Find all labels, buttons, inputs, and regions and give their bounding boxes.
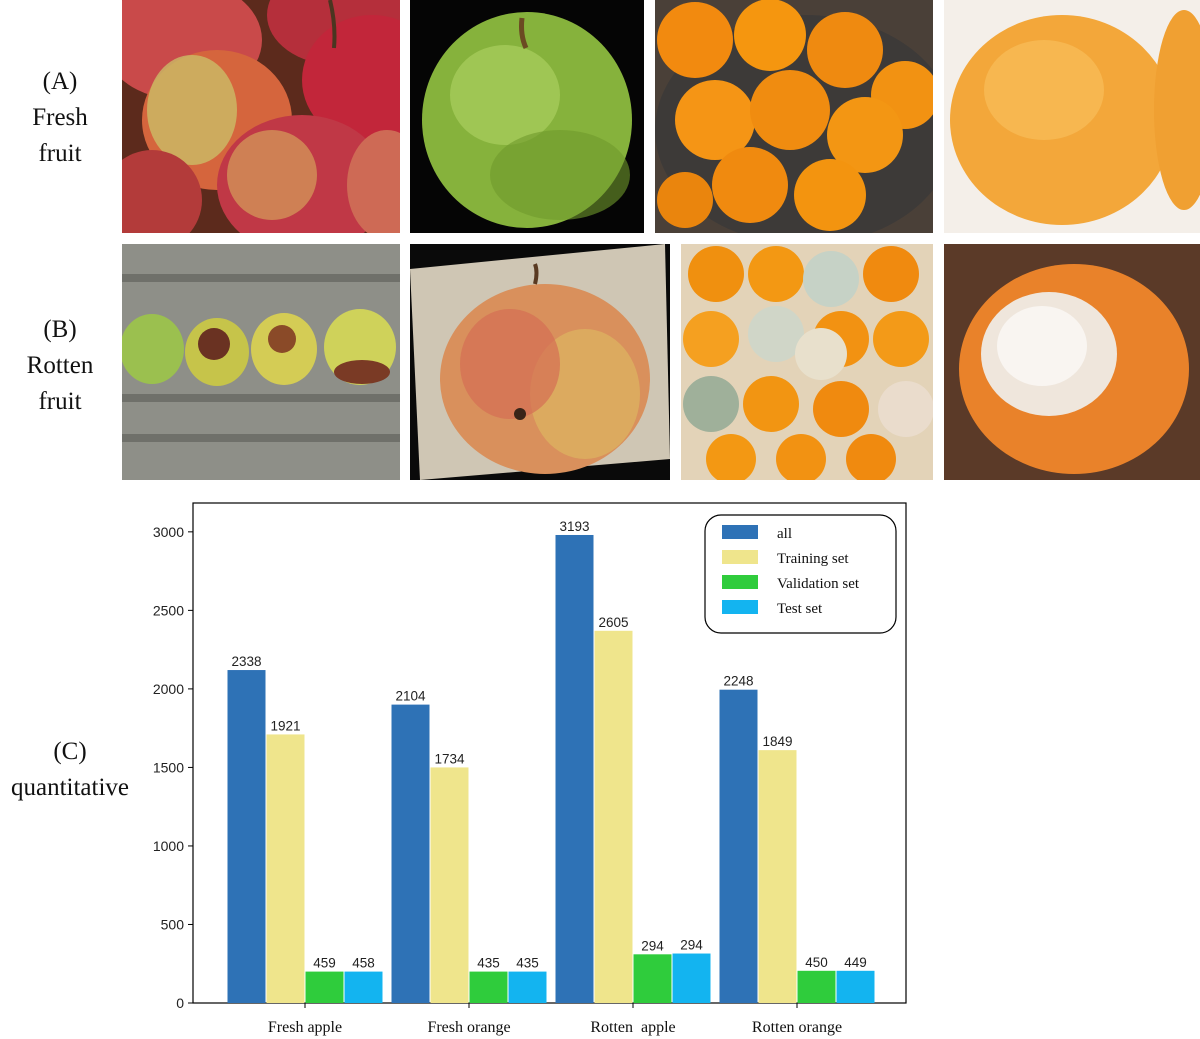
- y-tick-label: 0: [176, 995, 184, 1011]
- fresh-label-line3: fruit: [38, 140, 82, 167]
- legend-swatch: [722, 550, 758, 564]
- bar-training-set: [430, 767, 469, 1003]
- data-label: 1734: [434, 751, 465, 766]
- legend: all Training set Validation set Test set: [704, 514, 897, 634]
- bar-training-set: [594, 630, 633, 1003]
- bar-validation-set: [469, 971, 508, 1003]
- data-label: 1921: [270, 718, 300, 733]
- x-category-label: Fresh orange: [427, 1019, 510, 1036]
- bar-test-set: [672, 953, 711, 1003]
- quantitative-label: (C) quantitative: [0, 734, 140, 806]
- bar-validation-set: [305, 971, 344, 1003]
- fresh-oranges-basket-photo: [655, 0, 933, 233]
- x-category-label: Rotten apple: [590, 1019, 675, 1036]
- bar-all: [391, 704, 430, 1003]
- data-label: 449: [844, 955, 867, 970]
- fresh-green-apple-photo: [410, 0, 644, 233]
- legend-label: Validation set: [777, 576, 860, 592]
- x-category-label: Fresh apple: [268, 1019, 342, 1036]
- rotten-label-line3: fruit: [38, 388, 82, 415]
- y-tick-label: 2500: [153, 602, 184, 618]
- bar-test-set: [344, 971, 383, 1003]
- data-label: 2338: [231, 654, 261, 669]
- data-label: 294: [641, 938, 664, 953]
- bar-training-set: [758, 750, 797, 1003]
- bar-test-set: [508, 971, 547, 1003]
- data-label: 435: [477, 956, 500, 971]
- legend-swatch: [722, 575, 758, 589]
- fresh-fruit-label: (A) Fresh fruit: [10, 64, 110, 172]
- data-label: 2104: [395, 689, 426, 704]
- data-label: 1849: [762, 734, 792, 749]
- bar-test-set: [836, 970, 875, 1003]
- data-label: 459: [313, 956, 336, 971]
- data-label: 450: [805, 955, 828, 970]
- legend-label: Training set: [777, 551, 849, 567]
- bar-all: [555, 534, 594, 1003]
- fresh-label-line1: (A): [42, 68, 78, 95]
- fresh-orange-closeup-photo: [944, 0, 1200, 233]
- bars: 2338 2104 3193 2248 1921 1734 2605 1849 459 435 29…: [227, 519, 875, 1003]
- bar-validation-set: [633, 954, 672, 1003]
- bar-training-set: [266, 734, 305, 1003]
- y-tick-label: 1500: [153, 759, 184, 775]
- rotten-fruit-label: (B) Rotten fruit: [10, 312, 110, 420]
- data-label: 435: [516, 956, 539, 971]
- data-label: 2248: [723, 674, 753, 689]
- x-category-label: Rotten orange: [752, 1019, 842, 1036]
- bar-chart: 0 500 1000 1500 2000 2500 3000 2338 2104 3193 224…: [153, 502, 907, 1036]
- rotten-orange-photo: [944, 244, 1200, 480]
- data-label: 2605: [598, 615, 628, 630]
- quantitative-label-line2: quantitative: [10, 774, 130, 801]
- rotten-label-line1: (B): [43, 316, 77, 343]
- y-axis: 0 500 1000 1500 2000 2500 3000: [153, 524, 193, 1011]
- bar-all: [227, 670, 266, 1003]
- rotten-label-line2: Rotten: [26, 352, 94, 379]
- quantitative-label-line1: (C): [53, 738, 87, 765]
- bar-validation-set: [797, 970, 836, 1003]
- rotten-apples-row-photo: [122, 244, 400, 480]
- data-label: 3193: [559, 519, 589, 534]
- legend-swatch: [722, 525, 758, 539]
- rotten-oranges-crate-photo: [681, 244, 933, 480]
- data-label: 294: [680, 938, 703, 953]
- fresh-red-apples-photo: [122, 0, 400, 233]
- y-tick-label: 500: [161, 916, 185, 932]
- x-axis: Fresh apple Fresh orange Rotten apple Rotte…: [268, 1003, 842, 1036]
- y-tick-label: 2000: [153, 681, 184, 697]
- data-label: 458: [352, 956, 375, 971]
- rotten-apple-photo: [410, 244, 670, 480]
- legend-swatch: [722, 600, 758, 614]
- y-tick-label: 1000: [153, 838, 184, 854]
- legend-label: all: [777, 526, 792, 542]
- fresh-label-line2: Fresh: [32, 104, 88, 131]
- y-tick-label: 3000: [153, 524, 184, 540]
- bar-all: [719, 689, 758, 1003]
- legend-label: Test set: [777, 601, 823, 617]
